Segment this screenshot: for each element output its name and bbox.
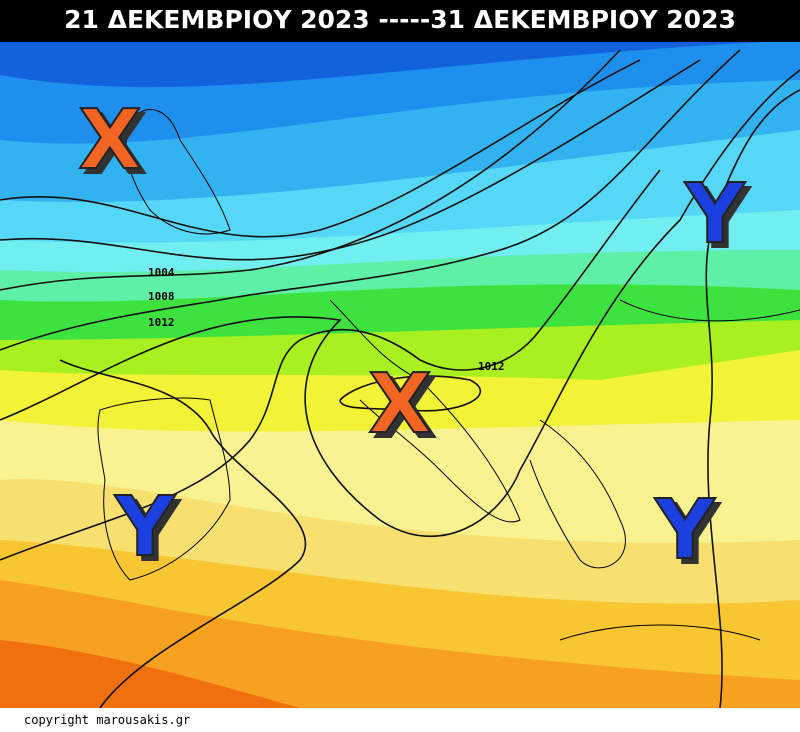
isobar-label: 1012 <box>148 316 175 329</box>
isobar <box>705 89 800 708</box>
map: 1004 1008 1012 1012 X Y X Y Y <box>0 42 800 708</box>
coastline <box>329 299 521 523</box>
high-pressure-center: Y <box>684 167 746 262</box>
copyright: copyright marousakis.gr <box>24 713 190 727</box>
isobar-label: 1004 <box>148 266 175 279</box>
title: 21 ΔΕΚΕΜΒΡΙΟΥ 2023 -----31 ΔΕΚΕΜΒΡΙΟΥ 20… <box>64 5 736 34</box>
coastline <box>125 109 231 235</box>
footer-bar <box>0 708 800 732</box>
header-bar <box>0 0 800 42</box>
coastline <box>97 397 231 581</box>
low-pressure-center: X <box>368 357 431 452</box>
isobar <box>0 69 800 538</box>
isobar <box>0 49 741 351</box>
high-pressure-center: Y <box>654 483 716 578</box>
coastline <box>559 624 761 641</box>
isobar <box>0 49 621 291</box>
isobar <box>0 59 641 238</box>
band <box>0 580 800 708</box>
low-pressure-center: X <box>78 93 141 188</box>
isobar <box>59 359 307 708</box>
coastline <box>529 419 626 569</box>
isobar <box>0 169 661 561</box>
high-pressure-center: Y <box>114 480 176 575</box>
coastline <box>619 299 800 322</box>
band <box>0 640 300 708</box>
isobar-label: 1008 <box>148 290 175 303</box>
isobar-label: 1012 <box>478 360 505 373</box>
